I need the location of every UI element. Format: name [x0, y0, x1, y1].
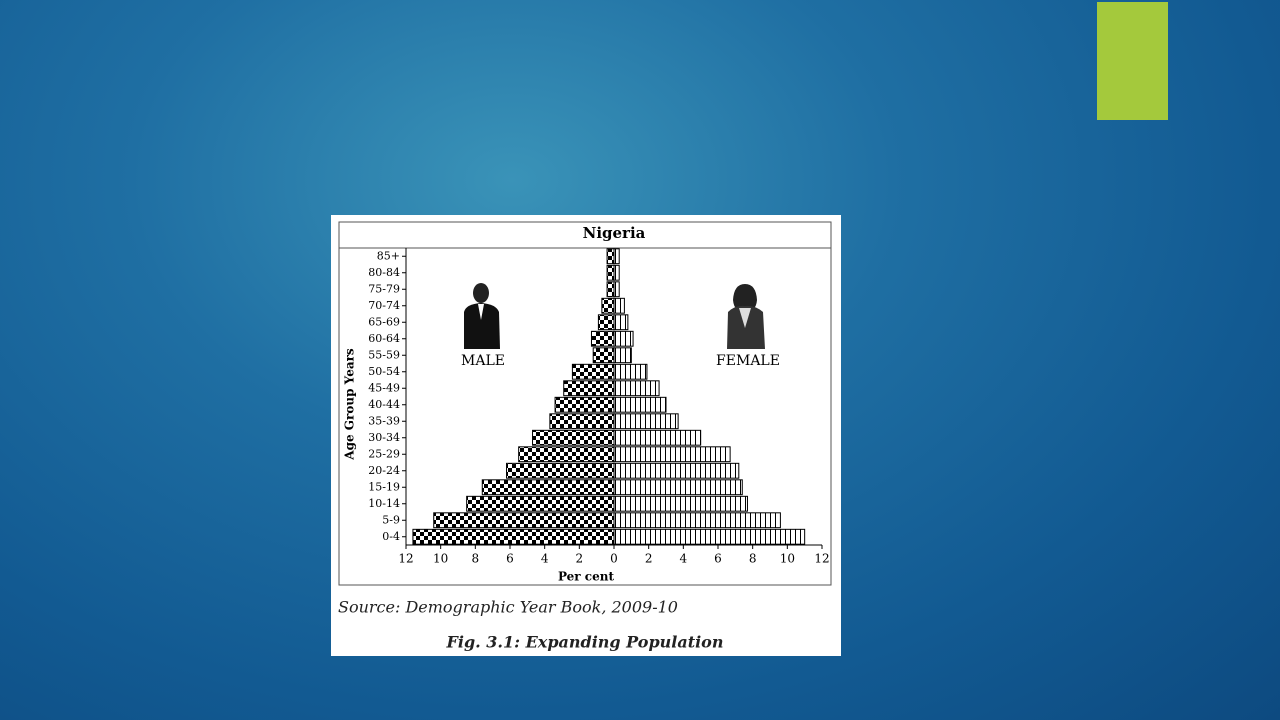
x-tick-label: 8 — [472, 552, 480, 566]
y-tick-label: 70-74 — [368, 299, 400, 312]
bar — [613, 380, 660, 397]
figure-caption: Fig. 3.1: Expanding Population — [446, 633, 724, 652]
bar — [606, 264, 615, 281]
y-tick-label: 75-79 — [368, 282, 400, 295]
y-tick-label: 20-24 — [368, 464, 400, 477]
bar — [613, 512, 781, 529]
y-tick-label: 10-14 — [368, 497, 400, 510]
bar — [433, 512, 615, 529]
y-tick-label: 65-69 — [368, 315, 400, 328]
accent-block — [1097, 2, 1168, 120]
y-tick-label: 85+ — [377, 249, 400, 262]
bar — [613, 297, 625, 314]
y-tick-label: 5-9 — [382, 513, 400, 526]
x-tick-label: 2 — [645, 552, 653, 566]
bar — [606, 281, 615, 298]
x-tick-label: 12 — [814, 552, 829, 566]
bar — [466, 495, 615, 512]
bar — [613, 347, 632, 364]
bar — [613, 248, 620, 265]
legend-label: MALE — [461, 353, 505, 369]
bar — [601, 297, 615, 314]
x-tick-label: 10 — [433, 552, 448, 566]
bar — [613, 264, 620, 281]
x-tick-label: 6 — [506, 552, 514, 566]
chart-title: Nigeria — [583, 224, 646, 242]
bar — [613, 479, 743, 496]
bar — [481, 479, 615, 496]
bar — [613, 314, 629, 331]
y-tick-label: 0-4 — [382, 530, 400, 543]
bar — [613, 413, 679, 430]
y-tick-label: 45-49 — [368, 381, 400, 394]
bar — [613, 429, 702, 446]
x-tick-label: 10 — [780, 552, 795, 566]
y-tick-label: 35-39 — [368, 414, 400, 427]
bar — [613, 462, 740, 479]
female-figure — [727, 284, 765, 349]
bar — [549, 413, 615, 430]
bar — [554, 396, 615, 413]
bar — [597, 314, 615, 331]
x-tick-label: 8 — [749, 552, 757, 566]
bar — [613, 528, 806, 545]
source-note: Source: Demographic Year Book, 2009-10 — [338, 598, 678, 617]
bar — [613, 281, 620, 298]
bar — [563, 380, 615, 397]
bar — [412, 528, 615, 545]
y-tick-label: 40-44 — [368, 398, 400, 411]
bar — [532, 429, 615, 446]
bar — [613, 396, 667, 413]
bar — [571, 363, 615, 380]
x-tick-label: 0 — [610, 552, 618, 566]
legend-label: FEMALE — [716, 353, 780, 369]
chart-frame — [338, 221, 832, 586]
bar — [613, 495, 748, 512]
y-tick-label: 60-64 — [368, 332, 400, 345]
y-tick-label: 55-59 — [368, 348, 400, 361]
x-tick-label: 4 — [680, 552, 688, 566]
x-tick-label: 4 — [541, 552, 549, 566]
bar — [518, 446, 615, 463]
x-tick-label: 6 — [714, 552, 722, 566]
y-tick-label: 15-19 — [368, 480, 400, 493]
bar — [613, 446, 731, 463]
bar — [613, 363, 648, 380]
x-tick-label: 12 — [398, 552, 413, 566]
bar — [613, 330, 634, 347]
y-tick-label: 80-84 — [368, 266, 400, 279]
x-axis-label: Per cent — [558, 570, 615, 584]
y-axis-label: Age Group Years — [343, 348, 357, 461]
bar — [606, 248, 615, 265]
bar — [592, 347, 615, 364]
y-tick-label: 50-54 — [368, 365, 400, 378]
x-tick-label: 2 — [576, 552, 584, 566]
y-tick-label: 25-29 — [368, 447, 400, 460]
bar — [590, 330, 615, 347]
male-figure — [464, 283, 500, 349]
bar — [506, 462, 615, 479]
y-tick-label: 30-34 — [368, 431, 400, 444]
